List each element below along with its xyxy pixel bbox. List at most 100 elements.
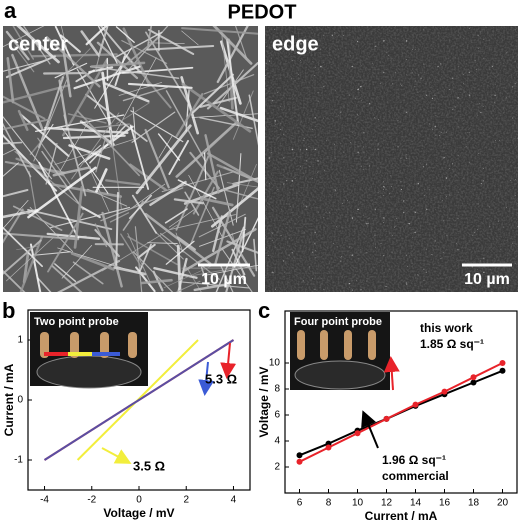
inset-photo (290, 312, 390, 390)
sem-strand (12, 205, 63, 231)
sem-strand (73, 65, 141, 90)
sem-strand (158, 135, 173, 159)
sem-strand (3, 208, 24, 244)
sem-strand (37, 137, 73, 189)
sem-strand (3, 141, 23, 145)
y-tick-label: 6 (274, 410, 280, 421)
sem-strand (231, 232, 244, 277)
x-tick-label: 10 (352, 498, 364, 509)
data-point (354, 430, 361, 437)
annotation: commercial (382, 469, 449, 483)
arrow (383, 356, 400, 391)
series-line (43, 339, 235, 461)
sem-strand (88, 66, 114, 74)
sem-strand (62, 134, 126, 140)
sem-texture (3, 26, 258, 292)
x-tick-label: 4 (231, 495, 237, 506)
sem-strand (3, 84, 71, 104)
sem-strand (101, 224, 178, 272)
sem-strand (185, 87, 190, 132)
sem-strand (87, 188, 128, 207)
sem-strand (27, 208, 113, 231)
x-tick-label: 2 (183, 495, 189, 506)
sem-strand (3, 226, 43, 268)
data-point (441, 388, 448, 395)
sem-strand (175, 120, 239, 178)
arrow (101, 447, 132, 464)
y-tick-label: 10 (269, 358, 281, 369)
sem-strand (147, 242, 178, 244)
sem-strand (130, 183, 166, 210)
sem-strand (163, 265, 213, 288)
scale-label: 10 µm (464, 271, 510, 288)
sem-strand (181, 30, 199, 46)
sem-strand (232, 217, 258, 271)
sem-strand (168, 209, 195, 228)
sem-strand (128, 26, 169, 70)
x-tick-label: -2 (87, 495, 96, 506)
sem-strand (61, 59, 108, 137)
inset-label: Two point probe (34, 316, 119, 328)
panel-label: c (258, 298, 270, 323)
sem-strand (145, 31, 192, 108)
sem-strand (129, 124, 150, 190)
sem-strand (144, 128, 170, 189)
sem-strand (3, 269, 26, 292)
sem-strand (59, 34, 81, 53)
sem-strand (116, 57, 157, 132)
sem-strand (3, 162, 19, 177)
sem-strand (14, 151, 83, 208)
sem-strand (3, 116, 53, 180)
sem-strand (205, 264, 258, 276)
x-tick-label: 8 (326, 498, 332, 509)
y-tick-label: 0 (17, 395, 23, 406)
sem-strand (72, 261, 104, 285)
sem-strand (184, 191, 200, 216)
sem-strand (177, 179, 217, 200)
sem-strand (27, 166, 97, 219)
panel-label: a (4, 0, 17, 23)
sem-strand (131, 194, 158, 234)
data-point (499, 360, 506, 366)
sem-strand (165, 240, 195, 265)
sem-strand (248, 94, 258, 146)
sem-strand (105, 179, 141, 186)
sem-strand (221, 248, 253, 292)
sem-strand (52, 166, 91, 177)
sem-strand (94, 26, 108, 73)
data-point (470, 379, 477, 386)
sem-strand (38, 161, 80, 240)
sem-strand (165, 90, 206, 162)
sem-strand (54, 137, 138, 165)
sem-strand (175, 93, 204, 138)
sem-strand (60, 121, 89, 172)
sem-strand (127, 82, 193, 89)
sem-strand (94, 123, 131, 129)
sem-strand (160, 232, 220, 280)
sem-strand (212, 215, 224, 253)
sem-strand (226, 182, 258, 188)
sem-strand (173, 198, 205, 205)
sem-strand (3, 26, 45, 48)
sem-strand (45, 36, 101, 88)
sem-strand (147, 26, 153, 46)
sem-strand (109, 212, 130, 223)
sem-strand (113, 266, 147, 276)
sem-strand (50, 206, 131, 229)
sem-strand (176, 244, 182, 292)
sem-strand (190, 186, 215, 245)
sem-strand (147, 42, 185, 44)
annotation: this work (420, 321, 473, 335)
sem-strand (68, 144, 111, 160)
sem-strand (71, 112, 120, 180)
sem-strand (73, 185, 84, 249)
sem-strand (226, 240, 258, 254)
sem-strand (94, 223, 108, 248)
sem-strand (3, 199, 29, 230)
sem-strand (168, 139, 190, 176)
sem-strand (184, 264, 202, 292)
x-tick-label: 18 (468, 498, 480, 509)
x-tick-label: 0 (136, 495, 142, 506)
sem-strand (234, 26, 247, 58)
